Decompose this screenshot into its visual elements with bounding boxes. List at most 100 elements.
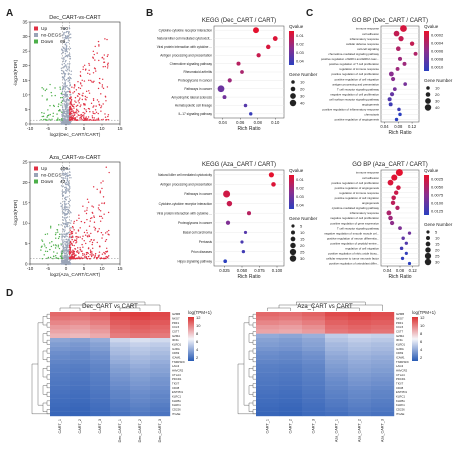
heatmap-cell [150,398,171,404]
gene-point [61,63,63,66]
gene-point-up [69,243,71,246]
gene-point [61,113,63,116]
gene-point [64,44,67,46]
gene-point-down [60,104,62,106]
gene-point-up [82,252,84,255]
gene-point-up [82,254,84,256]
heatmap-cell [371,316,395,321]
gene-point [64,96,66,98]
gene-point-up [107,211,110,214]
row-label: CD226 [172,408,181,412]
gene-point [66,35,69,37]
gene-point [64,214,66,217]
gene-point [61,106,64,109]
gene-point-up [93,256,96,259]
heatmap-cell [50,355,71,360]
heatmap-cell [256,346,280,352]
gene-point-up [106,256,109,258]
row-label: KLRK1 [396,403,405,407]
category-label: inflammatory response [350,37,380,41]
gene-point [62,261,65,263]
heatmap-cell [279,342,303,347]
category-label: regulation of immune response [339,67,379,71]
category-label: Hematopoietic cell lineage [175,104,212,108]
heatmap-cell [371,312,395,317]
heatmap-cell [348,338,372,343]
gene-point-up [100,182,102,184]
gene-point-up [69,241,72,244]
gene-point [64,80,66,82]
category-label: Natural killer cell mediated cytotoxicit… [157,37,212,41]
gene-point-up [97,230,99,232]
colorbar-tick: 0.02 [296,185,305,190]
gene-point-down [40,119,42,121]
legend-label: Up [41,166,47,172]
bubble-point [395,169,403,177]
gene-point-up [91,212,94,214]
gene-point [69,76,71,79]
gene-point [63,41,65,43]
legend-count: 760 [60,26,68,32]
colorbar-tick: 0.0010 [431,65,444,70]
gene-point-up [75,242,77,244]
gene-point [66,36,68,38]
heatmap-cell [90,407,111,412]
gene-point [65,54,68,57]
gene-point [62,96,65,98]
gene-point-up [101,237,103,239]
gene-point-down [44,245,46,247]
colorbar-tick: 0.01 [296,177,305,182]
gene-point-up [91,115,94,117]
heatmap-cell [150,390,171,395]
colorbar-tick: 0.0004 [431,41,444,46]
heatmap-cell [90,385,111,391]
row-label: NKG7 [172,317,180,321]
heatmap-cell [90,372,111,378]
gene-point [61,72,63,75]
gene-point-down [44,233,47,236]
heatmap-cell [371,320,395,326]
gene-point [60,120,62,123]
heatmap-cell [130,351,151,356]
gene-point [69,187,71,189]
gene-point [65,244,68,247]
heatmap-cell [371,390,395,395]
heatmap-cell [279,359,303,365]
gene-point-up [75,257,77,260]
chart-title: Aza_CART-vs-CART [49,155,101,161]
x-axis-label: log2(Aza_CART/CART) [50,272,101,278]
gene-point [63,83,65,85]
heatmap-cell [110,355,131,360]
gene-point [67,39,70,41]
gene-point-up [78,214,80,216]
gene-point-up [82,205,84,207]
bubble-point [391,76,396,82]
gene-point-up [86,232,88,234]
heatmap-cell [150,329,171,334]
gene-point-up [75,101,77,103]
gene-point [63,57,65,60]
gene-point-down [41,240,44,242]
heatmap-cell [110,372,131,378]
gene-point [67,212,69,214]
gene-point [66,91,68,93]
gene-point-up [98,103,100,106]
heatmap-cell [130,385,151,391]
gene-point [67,112,69,114]
heatmap-cell [150,407,171,412]
gene-point-up [80,256,82,258]
category-label: regulation of cell migration [345,247,379,251]
gene-point [64,182,66,185]
gene-point-down [47,114,49,117]
category-label: T cell receptor signaling pathway [337,87,380,91]
gene-point-down [57,257,60,260]
row-label: NKG7 [396,317,404,321]
gene-point [61,169,63,171]
gene-point [65,199,68,201]
gene-point [68,35,70,37]
gene-point-down [45,119,47,121]
heatmap-cell [50,372,71,378]
gene-point-up [68,244,71,247]
gene-point-up [99,190,102,192]
gene-point [65,206,67,209]
